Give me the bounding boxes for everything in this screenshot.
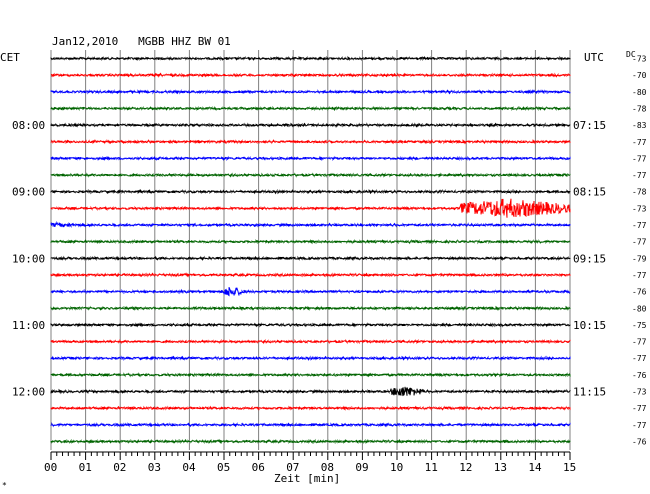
trace-19 (50, 372, 571, 378)
trace-4 (50, 122, 571, 128)
utc-time-label: 08:15 (573, 186, 606, 199)
dc-value: -77 (632, 421, 647, 430)
x-axis: 00 01 02 03 04 05 06 07 08 09 10 11 12 13 14 15 (44, 451, 576, 474)
x-tick-label: 08 (321, 461, 334, 474)
trace-10 (50, 220, 571, 229)
trace-13 (50, 272, 571, 278)
trace-1 (50, 72, 571, 78)
x-tick-label: 00 (44, 461, 57, 474)
trace-21 (50, 405, 571, 411)
trace-22 (50, 421, 571, 428)
dc-label: DC (626, 50, 636, 59)
x-tick-label: 10 (390, 461, 403, 474)
dc-value: -70 (632, 71, 647, 80)
x-tick-label: 03 (148, 461, 161, 474)
x-tick-label: 01 (79, 461, 92, 474)
x-tick-label: 07 (286, 461, 299, 474)
time-labels: 08:00 09:00 10:00 11:00 12:00 07:15 08:15 09:15… (12, 119, 606, 398)
dc-value: -77 (632, 271, 647, 280)
trace-15 (50, 305, 571, 311)
x-tick-label: 11 (425, 461, 438, 474)
chart-title: Jan12,2010 MGBB HHZ BW 01 (52, 35, 231, 48)
x-tick-label: 09 (355, 461, 368, 474)
cet-label: CET (0, 51, 20, 64)
utc-time-label: 09:15 (573, 252, 606, 265)
dc-value: -77 (632, 354, 647, 363)
x-tick-label: 14 (528, 461, 542, 474)
utc-time-label: 07:15 (573, 119, 606, 132)
trace-23 (50, 438, 571, 445)
dc-value: -73 (632, 55, 647, 64)
utc-time-label: 11:15 (573, 386, 606, 399)
dc-value: -76 (632, 371, 647, 380)
dc-value: -83 (632, 121, 647, 130)
x-tick-label: 12 (459, 461, 472, 474)
dc-value: -78 (632, 188, 647, 197)
dc-value: -77 (632, 221, 647, 230)
dc-value: -80 (632, 88, 647, 97)
trace-14 (50, 287, 571, 297)
x-tick-label: 04 (182, 461, 196, 474)
x-tick-label: 13 (494, 461, 507, 474)
cet-time-label: 12:00 (12, 386, 45, 399)
cet-time-label: 09:00 (12, 186, 45, 199)
dc-value: -73 (632, 204, 647, 213)
x-tick-label: 15 (563, 461, 576, 474)
dc-value: -80 (632, 304, 647, 313)
trace-7 (50, 172, 571, 178)
trace-12 (50, 255, 571, 262)
cet-time-label: 10:00 (12, 252, 45, 265)
utc-time-label: 10:15 (573, 319, 606, 332)
trace-9 (50, 198, 571, 218)
utc-header-label: UTC (584, 51, 604, 64)
dc-value: -76 (632, 437, 647, 446)
dc-value: -76 (632, 288, 647, 297)
trace-17 (50, 338, 571, 345)
trace-20 (50, 386, 571, 397)
traces (50, 55, 571, 445)
x-axis-label: Zeit [min] (274, 472, 340, 485)
trace-0 (50, 55, 571, 62)
dc-value: -77 (632, 404, 647, 413)
dc-value: -73 (632, 388, 647, 397)
dc-value: -77 (632, 138, 647, 147)
trace-8 (50, 188, 571, 195)
dc-value: -75 (632, 321, 647, 330)
dc-value: -79 (632, 254, 647, 263)
trace-16 (50, 322, 571, 328)
x-tick-label: 05 (217, 461, 230, 474)
corner-mark: * (2, 481, 7, 490)
time-grid (50, 50, 571, 450)
dc-value: -77 (632, 171, 647, 180)
dc-values: -73 -70 -80 -78 -83 -77 -77 -77 -78 -73 -77 -77 -79 -… (632, 55, 647, 447)
dc-value: -77 (632, 338, 647, 347)
dc-value: -78 (632, 104, 647, 113)
trace-3 (50, 105, 571, 112)
trace-11 (50, 238, 571, 245)
dc-value: -77 (632, 238, 647, 247)
trace-6 (50, 155, 571, 162)
x-tick-label: 06 (252, 461, 265, 474)
trace-5 (50, 139, 571, 145)
trace-18 (50, 355, 571, 362)
trace-2 (50, 88, 571, 95)
dc-value: -77 (632, 154, 647, 163)
cet-time-label: 11:00 (12, 319, 45, 332)
cet-time-label: 08:00 (12, 119, 45, 132)
x-tick-label: 02 (113, 461, 126, 474)
